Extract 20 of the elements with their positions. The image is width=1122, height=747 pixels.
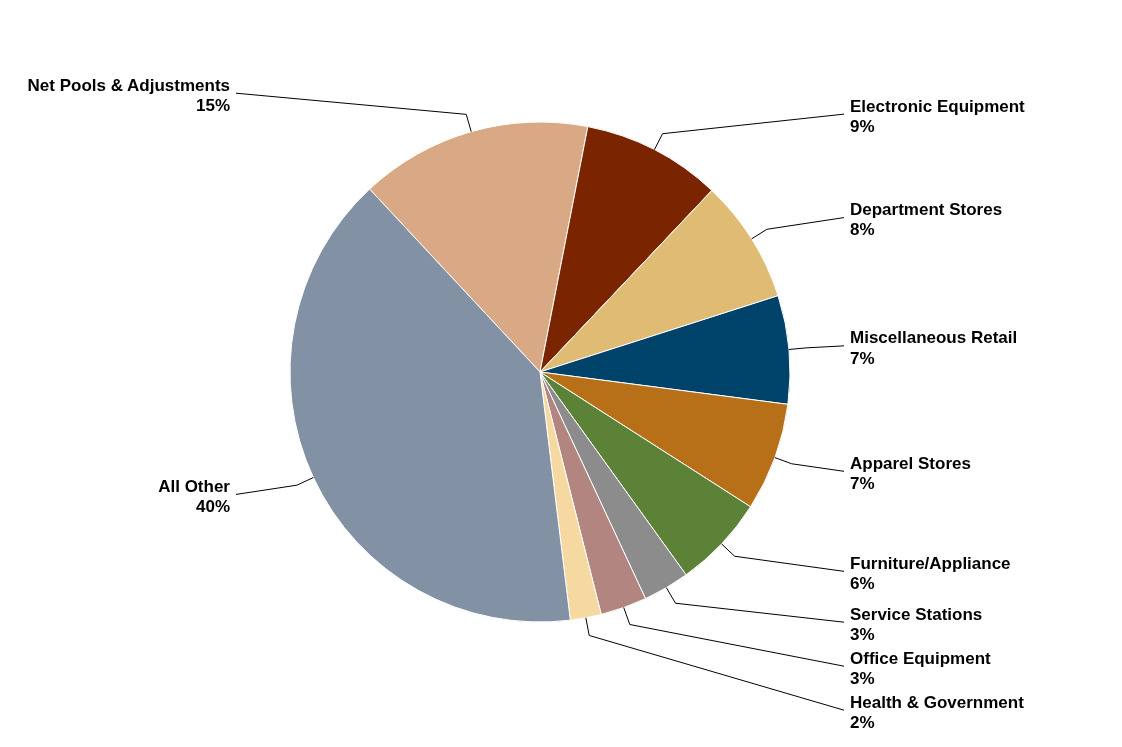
- slice-label: Electronic Equipment: [850, 96, 1026, 116]
- slice-label: Furniture/Appliance: [850, 553, 1011, 573]
- data-label: 2%: [850, 713, 875, 733]
- data-label: 9%: [850, 116, 875, 136]
- slice-label: Miscellaneous Retail: [850, 328, 1018, 348]
- slice-label: Office Equipment: [850, 648, 992, 668]
- slice-label: Net Pools & Adjustments: [27, 75, 230, 95]
- data-label: 3%: [850, 669, 875, 689]
- data-label: 3%: [850, 625, 875, 645]
- slice-label: Apparel Stores: [850, 453, 971, 473]
- slice-label: All Other: [158, 476, 231, 496]
- data-label: 40%: [195, 497, 230, 517]
- slice-label: Service Stations: [850, 604, 983, 624]
- data-label: 7%: [850, 474, 875, 494]
- slice-label: Department Stores: [850, 200, 1003, 220]
- slice-label: Health & Government: [850, 692, 1025, 712]
- data-label: 15%: [195, 96, 230, 116]
- data-label: 7%: [850, 348, 875, 368]
- data-label: 8%: [850, 220, 875, 240]
- data-label: 6%: [850, 574, 875, 594]
